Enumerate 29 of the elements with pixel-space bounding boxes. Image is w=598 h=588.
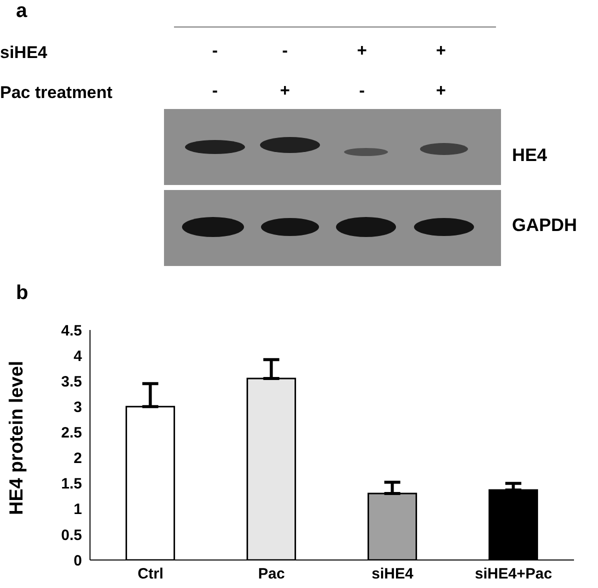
x-tick-label: Ctrl [138,566,164,583]
y-tick-label: 3 [74,398,82,416]
text: a [16,0,28,22]
y-axis-title: HE4 protein level [6,360,28,515]
y-tick-label: 3.5 [61,373,82,390]
text: - [359,81,365,100]
text: HE4 [512,145,548,165]
y-tick-label: 2.5 [61,424,82,442]
text: + [357,41,368,60]
text: + [436,41,446,60]
y-tick-label: 4 [74,348,83,365]
text: Pac treatment [0,83,113,102]
text: - [282,41,288,60]
text: GAPDH [512,215,578,235]
y-tick-label: 0 [74,552,82,570]
text: - [212,41,218,60]
x-tick-label: siHE4 [372,566,414,583]
text: siHE4 [0,43,48,62]
y-tick-label: 4.5 [61,322,82,340]
text: + [280,81,290,100]
x-tick-label: Pac [258,566,285,583]
chart-title: b [16,282,28,305]
text: + [436,81,446,100]
x-tick-label: siHE4+Pac [474,566,552,583]
y-tick-label: 1.5 [61,476,82,493]
text: - [212,81,218,100]
y-tick-label: 2 [74,450,82,468]
y-tick-label: 0.5 [61,526,82,544]
y-tick-label: 1 [74,501,82,518]
